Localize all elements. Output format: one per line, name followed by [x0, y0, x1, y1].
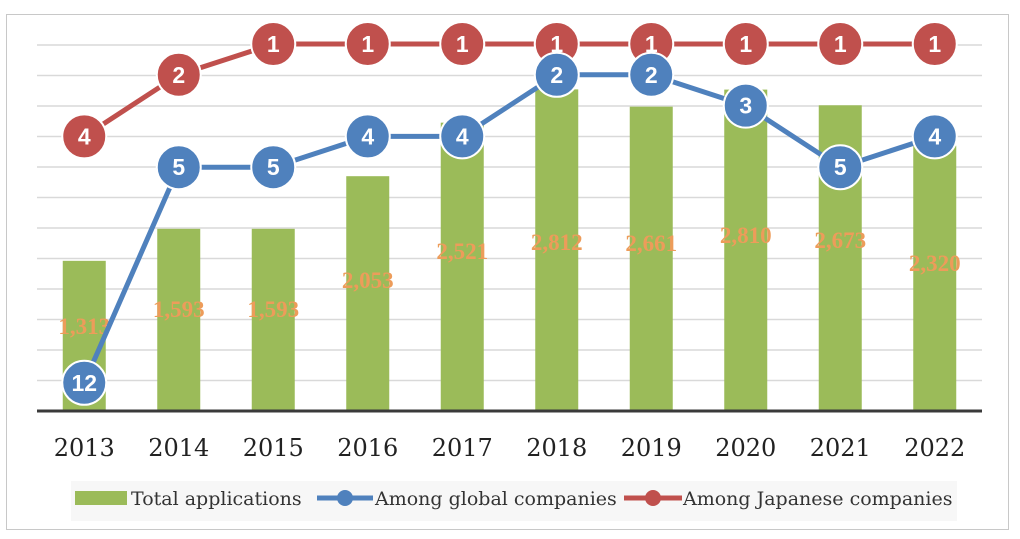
japanese-rank-label: 1: [645, 31, 658, 57]
global-marker: [533, 51, 580, 98]
x-tick-label: 2019: [621, 434, 682, 462]
bar-data-label: 2,521: [436, 239, 488, 264]
x-tick-label: 2014: [148, 434, 209, 462]
global-rank-label: 4: [456, 123, 469, 149]
bar-data-label: 1,593: [153, 297, 205, 322]
japanese-rank-label: 1: [456, 31, 469, 57]
global-rank-label: 4: [928, 123, 941, 149]
global-marker: [439, 113, 486, 160]
global-marker: [155, 144, 202, 191]
line-series: [81, 41, 936, 384]
global-marker: [817, 144, 864, 191]
bar-total-applications: [913, 145, 957, 411]
global-marker: [722, 82, 769, 129]
bar-data-label: 2,320: [909, 251, 961, 276]
legend-background: [71, 481, 957, 521]
japanese-rank-label: 1: [834, 31, 847, 57]
rank-and-applications-chart: 1,313 1,593 1,593 2,053 2,521 2,812 2,661 2,810…: [37, 21, 982, 521]
bar-total-applications: [535, 89, 579, 411]
x-tick-label: 2016: [337, 434, 398, 462]
japanese-rank-label: 1: [739, 31, 752, 57]
x-tick-label: 2017: [432, 434, 493, 462]
bar-data-label: 2,812: [531, 230, 583, 255]
legend-swatch-marker: [337, 490, 353, 506]
japanese-marker: [155, 51, 202, 98]
bar-total-applications: [724, 89, 768, 411]
bar-data-label: 1,313: [58, 314, 110, 339]
x-tick-label: 2021: [810, 434, 871, 462]
bar-data-label: 2,661: [625, 231, 677, 256]
legend-label: Total applications: [131, 488, 302, 510]
global-marker: [344, 113, 391, 160]
x-tick-label: 2020: [715, 434, 776, 462]
japanese-marker: [250, 21, 297, 67]
japanese-rank-label: 1: [267, 31, 280, 57]
global-rank-label: 12: [71, 370, 97, 396]
x-tick-label: 2022: [904, 434, 965, 462]
line-among-japanese-companies: [82, 41, 935, 139]
japanese-marker: [344, 21, 391, 67]
legend-swatch-bar: [75, 491, 127, 505]
bar-data-label: 2,810: [720, 223, 772, 248]
bar-total-applications: [440, 122, 484, 412]
bar-data-labels: 1,313 1,593 1,593 2,053 2,521 2,812 2,661 2,810…: [58, 223, 960, 339]
legend-label: Among global companies: [374, 488, 617, 510]
japanese-marker: [722, 21, 769, 67]
japanese-rank-label: 1: [928, 31, 941, 57]
japanese-marker: [439, 21, 486, 67]
global-rank-label: 2: [550, 62, 563, 88]
japanese-marker: [61, 113, 108, 160]
bar-total-applications: [157, 228, 201, 411]
legend: Total applications Among global companies…: [71, 481, 957, 521]
japanese-marker: [911, 21, 958, 67]
global-marker: [628, 51, 675, 98]
x-tick-label: 2013: [54, 434, 115, 462]
x-tick-label: 2015: [243, 434, 304, 462]
bar-data-label: 2,673: [814, 228, 866, 253]
global-rank-label: 5: [172, 154, 185, 180]
japanese-rank-label: 1: [361, 31, 374, 57]
global-marker: [911, 113, 958, 160]
global-rank-label: 5: [267, 154, 280, 180]
bar-total-applications: [251, 228, 295, 411]
legend-swatch-marker: [645, 490, 661, 506]
japanese-marker: [817, 21, 864, 67]
japanese-rank-label: 2: [172, 62, 185, 88]
bar-total-applications: [629, 106, 673, 411]
chart-frame: 1,313 1,593 1,593 2,053 2,521 2,812 2,661 2,810…: [6, 14, 1009, 530]
global-marker: [250, 144, 297, 191]
bar-data-label: 2,053: [342, 268, 394, 293]
x-tick-label: 2018: [526, 434, 587, 462]
global-rank-label: 4: [361, 123, 374, 149]
line-among-global-companies: [81, 72, 936, 384]
global-marker: [61, 359, 108, 406]
line-markers: 4 2 1 1 1 1 1 1 1 1 12 5 5 4 4 2 2 3 5 4: [61, 21, 958, 406]
x-axis-tick-labels: 2013 2014 2015 2016 2017 2018 2019 2020 2021 2022: [54, 434, 966, 462]
japanese-rank-label: 1: [550, 31, 563, 57]
japanese-rank-label: 4: [78, 123, 91, 149]
bar-total-applications: [346, 176, 390, 411]
global-rank-label: 2: [645, 62, 658, 88]
global-rank-label: 3: [739, 93, 752, 119]
bar-data-label: 1,593: [247, 297, 299, 322]
global-rank-label: 5: [834, 154, 847, 180]
legend-label: Among Japanese companies: [682, 488, 952, 510]
